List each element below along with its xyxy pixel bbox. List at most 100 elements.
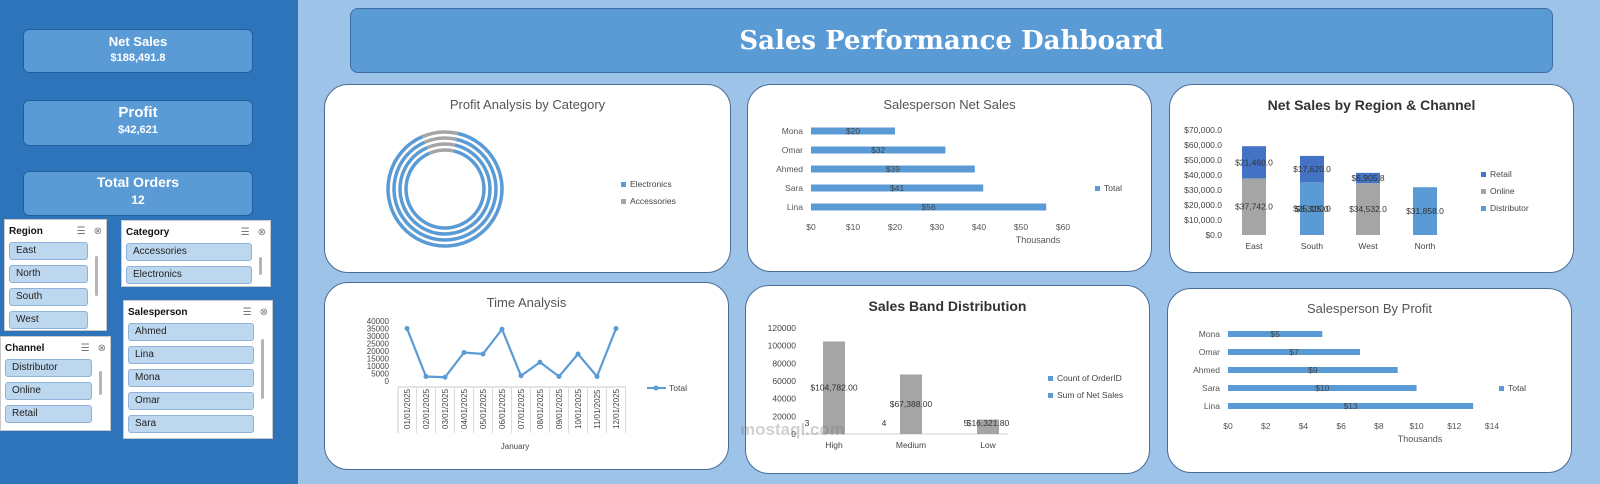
x-tick-label: $10 bbox=[1409, 421, 1423, 431]
data-point bbox=[613, 326, 619, 331]
legend-item: Total bbox=[1499, 383, 1526, 393]
y-tick-label: Omar bbox=[1199, 347, 1220, 357]
region-item-east[interactable]: East bbox=[9, 242, 88, 260]
y-tick-label: $40,000.0 bbox=[1184, 170, 1222, 180]
x-tick-label: 02/01/2025 bbox=[422, 388, 431, 429]
region-item-west[interactable]: West bbox=[9, 311, 88, 329]
data-label: $39 bbox=[886, 164, 900, 174]
legend-item: Total bbox=[1095, 183, 1122, 193]
region-channel-legend: Retail Online Distributor bbox=[1481, 169, 1529, 220]
bar-sara bbox=[811, 184, 984, 192]
x-tick-label: 11/01/2025 bbox=[593, 389, 602, 429]
region-channel-panel: Net Sales by Region & Channel $0.0 $10,00… bbox=[1169, 84, 1574, 273]
multi-select-icon[interactable]: ☰ bbox=[76, 225, 86, 237]
clear-filter-icon[interactable]: ⊗ bbox=[257, 226, 266, 238]
multi-select-icon[interactable]: ☰ bbox=[240, 226, 250, 238]
channel-item-online[interactable]: Online bbox=[5, 382, 92, 400]
bar-omar bbox=[1228, 349, 1360, 355]
chart-title: Profit Analysis by Category bbox=[449, 97, 606, 112]
x-tick-label: 04/01/2025 bbox=[460, 388, 469, 429]
salesperson-item-ahmed[interactable]: Ahmed bbox=[128, 323, 254, 341]
net-sales-legend: Total bbox=[1095, 183, 1122, 200]
data-label: $13 bbox=[1343, 401, 1357, 411]
bar-ahmed bbox=[811, 165, 975, 173]
profit-category-panel: Profit Analysis by Category Electronics … bbox=[324, 84, 731, 273]
category-item-accessories[interactable]: Accessories bbox=[126, 243, 252, 261]
x-tick-label: Low bbox=[980, 440, 996, 450]
salesperson-item-sara[interactable]: Sara bbox=[128, 415, 254, 433]
bar-sum-medium bbox=[900, 374, 922, 434]
profit-legend: Total bbox=[1499, 383, 1526, 400]
channel-item-distributor[interactable]: Distributor bbox=[5, 359, 92, 377]
salesperson-item-mona[interactable]: Mona bbox=[128, 369, 254, 387]
channel-scrollbar[interactable] bbox=[99, 371, 102, 395]
x-tick-label: $6 bbox=[1336, 421, 1346, 431]
salesperson-item-lina[interactable]: Lina bbox=[128, 346, 254, 364]
data-label: $104,782.00 bbox=[810, 383, 858, 393]
data-point bbox=[461, 350, 467, 355]
y-tick-label: 80000 bbox=[772, 358, 796, 368]
bar-online-west bbox=[1356, 183, 1380, 235]
data-label: 5 bbox=[964, 418, 969, 428]
bar-sara bbox=[1228, 385, 1417, 391]
y-tick-label: Sara bbox=[1202, 383, 1220, 393]
y-tick-label: $30,000.0 bbox=[1184, 185, 1222, 195]
legend-label: Electronics bbox=[630, 179, 672, 189]
clear-filter-icon[interactable]: ⊗ bbox=[259, 306, 268, 318]
clear-filter-icon[interactable]: ⊗ bbox=[97, 342, 106, 354]
multi-select-icon[interactable]: ☰ bbox=[242, 306, 252, 318]
channel-slicer-title: Channel bbox=[5, 342, 45, 354]
x-tick-label: $0 bbox=[806, 222, 816, 232]
clear-filter-icon[interactable]: ⊗ bbox=[93, 225, 102, 237]
y-tick-label: 0 bbox=[385, 377, 390, 386]
data-label: $34,532.0 bbox=[1349, 204, 1387, 214]
bar-distributor-south bbox=[1300, 182, 1324, 235]
channel-item-retail[interactable]: Retail bbox=[5, 405, 92, 423]
donut-slice-accessories bbox=[424, 136, 457, 144]
kpi-profit: Profit $42,621 bbox=[23, 100, 253, 146]
salesperson-slicer: Salesperson ☰ ⊗ Ahmed Lina Mona Omar Sar… bbox=[123, 300, 273, 439]
legend-swatch bbox=[1048, 376, 1053, 382]
bar-sum-high bbox=[823, 341, 845, 434]
donut-slice-electronics bbox=[404, 149, 486, 230]
data-point bbox=[442, 374, 448, 380]
data-label: 3 bbox=[805, 418, 810, 428]
watermark: mostaql.com bbox=[740, 420, 845, 439]
data-label: $35,100.0 bbox=[1293, 204, 1331, 214]
data-point bbox=[537, 359, 543, 365]
x-tick-label: $40 bbox=[972, 222, 986, 232]
data-label: $56 bbox=[922, 202, 936, 212]
category-scrollbar[interactable] bbox=[259, 257, 262, 275]
bar-mona bbox=[811, 127, 895, 135]
bar-ahmed bbox=[1228, 367, 1398, 373]
salesperson-item-omar[interactable]: Omar bbox=[128, 392, 254, 410]
bar-online-east bbox=[1242, 178, 1266, 235]
data-label: $10 bbox=[1315, 383, 1329, 393]
y-tick-label: 20000 bbox=[772, 411, 796, 421]
x-axis-label: Thousands bbox=[1398, 434, 1443, 444]
y-tick-label: Lina bbox=[787, 202, 803, 212]
region-item-south[interactable]: South bbox=[9, 288, 88, 306]
data-label: $7 bbox=[1289, 347, 1299, 357]
y-tick-label: $0.0 bbox=[1205, 230, 1222, 240]
x-tick-label: 07/01/2025 bbox=[517, 388, 526, 429]
bar-omar bbox=[811, 146, 946, 154]
salesperson-scrollbar[interactable] bbox=[261, 339, 264, 399]
legend-item: Sum of Net Sales bbox=[1048, 390, 1123, 400]
data-label: $16,321.80 bbox=[967, 418, 1010, 428]
region-scrollbar[interactable] bbox=[95, 256, 98, 296]
x-tick-label: $14 bbox=[1485, 421, 1499, 431]
region-item-north[interactable]: North bbox=[9, 265, 88, 283]
legend-swatch bbox=[1048, 393, 1053, 399]
y-tick-label: 20000 bbox=[367, 347, 390, 356]
data-point bbox=[404, 326, 410, 331]
category-item-electronics[interactable]: Electronics bbox=[126, 266, 252, 284]
y-tick-label: 5000 bbox=[371, 370, 389, 379]
legend-item: Online bbox=[1481, 186, 1529, 196]
x-tick-label: 10/01/2025 bbox=[574, 388, 583, 429]
multi-select-icon[interactable]: ☰ bbox=[80, 342, 90, 354]
y-tick-label: 35000 bbox=[367, 325, 390, 334]
x-tick-label: 05/01/2025 bbox=[479, 388, 488, 429]
donut-slice-accessories bbox=[428, 148, 454, 155]
data-point bbox=[556, 374, 562, 379]
